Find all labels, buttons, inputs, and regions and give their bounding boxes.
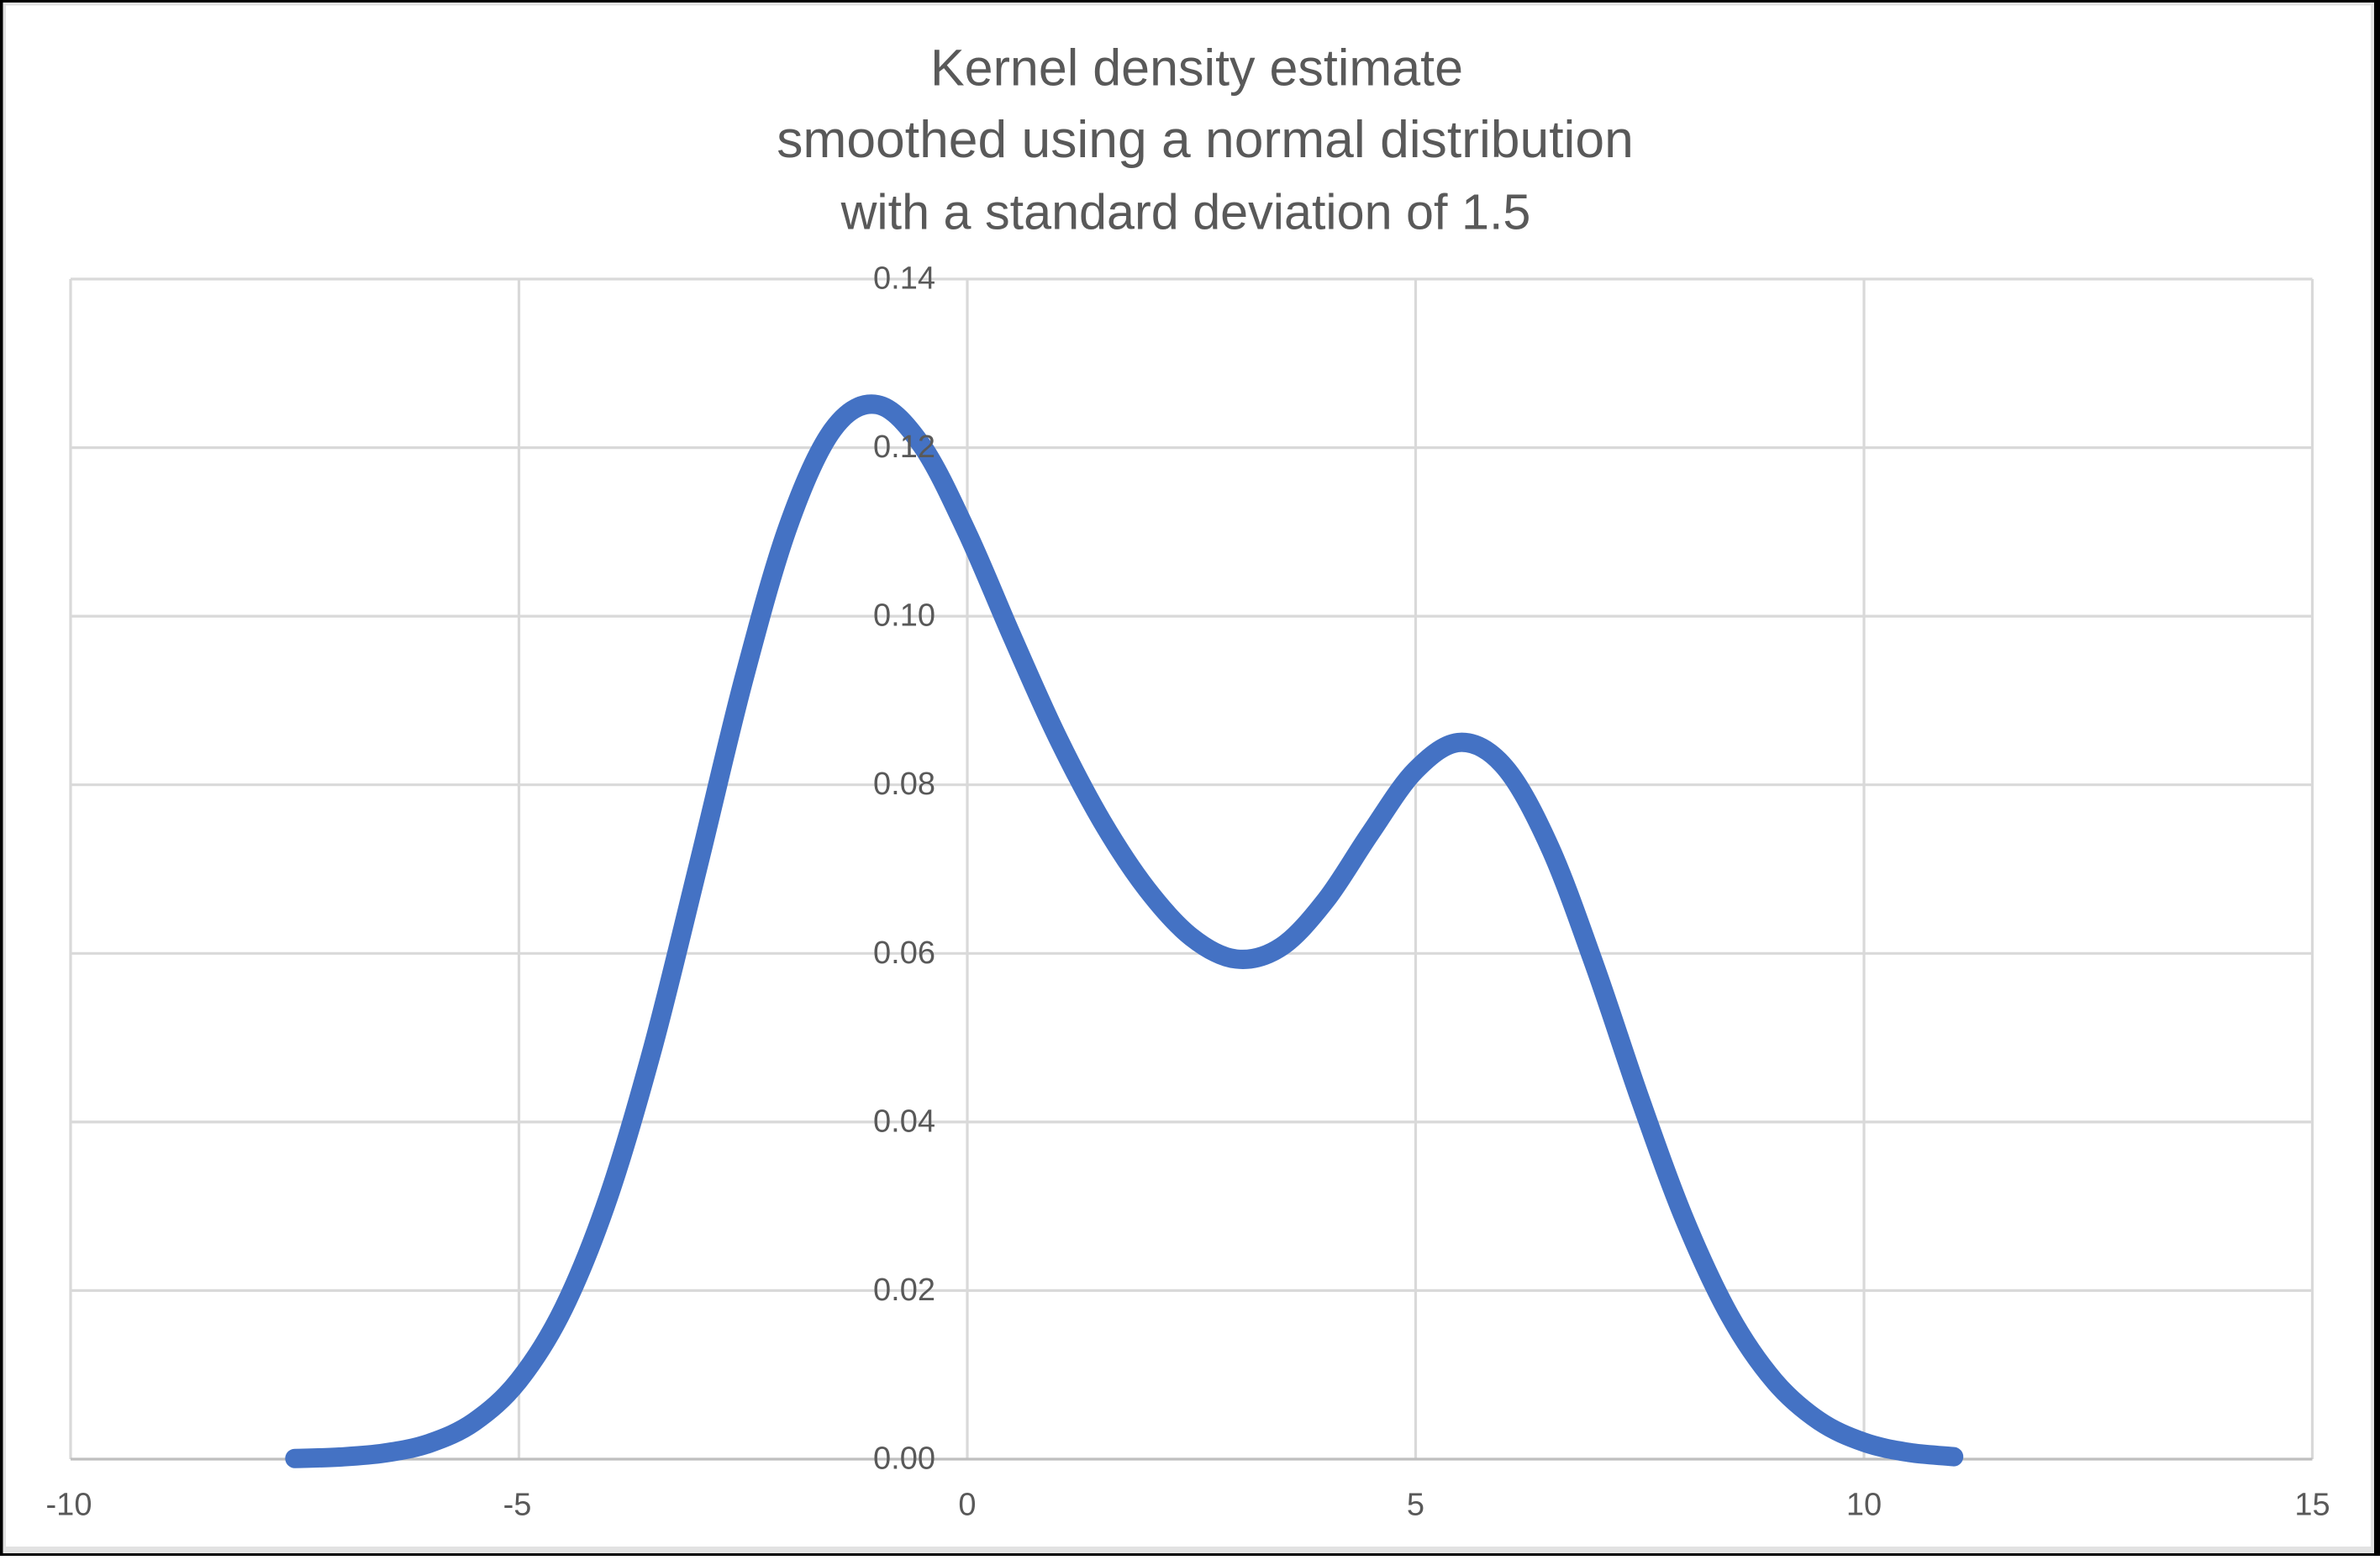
svg-text:0.08: 0.08 bbox=[873, 767, 935, 802]
svg-text:-5: -5 bbox=[503, 1487, 532, 1522]
svg-text:Kernel density estimate: Kernel density estimate bbox=[930, 39, 1463, 96]
svg-text:0: 0 bbox=[958, 1487, 976, 1522]
svg-text:0.14: 0.14 bbox=[873, 261, 935, 297]
svg-text:5: 5 bbox=[1407, 1487, 1424, 1522]
svg-text:0.06: 0.06 bbox=[873, 935, 935, 971]
svg-text:15: 15 bbox=[2294, 1487, 2330, 1522]
svg-text:0.02: 0.02 bbox=[873, 1273, 935, 1308]
svg-text:0.00: 0.00 bbox=[873, 1441, 935, 1477]
svg-text:smoothed using a normal distri: smoothed using a normal distribution bbox=[777, 111, 1634, 169]
svg-text:0.04: 0.04 bbox=[873, 1104, 935, 1139]
svg-text:0.10: 0.10 bbox=[873, 598, 935, 634]
svg-text:with a standard deviation of 1: with a standard deviation of 1.5 bbox=[840, 184, 1531, 240]
svg-text:0.12: 0.12 bbox=[873, 430, 935, 465]
svg-text:10: 10 bbox=[1846, 1487, 1882, 1522]
svg-text:-10: -10 bbox=[46, 1487, 92, 1522]
